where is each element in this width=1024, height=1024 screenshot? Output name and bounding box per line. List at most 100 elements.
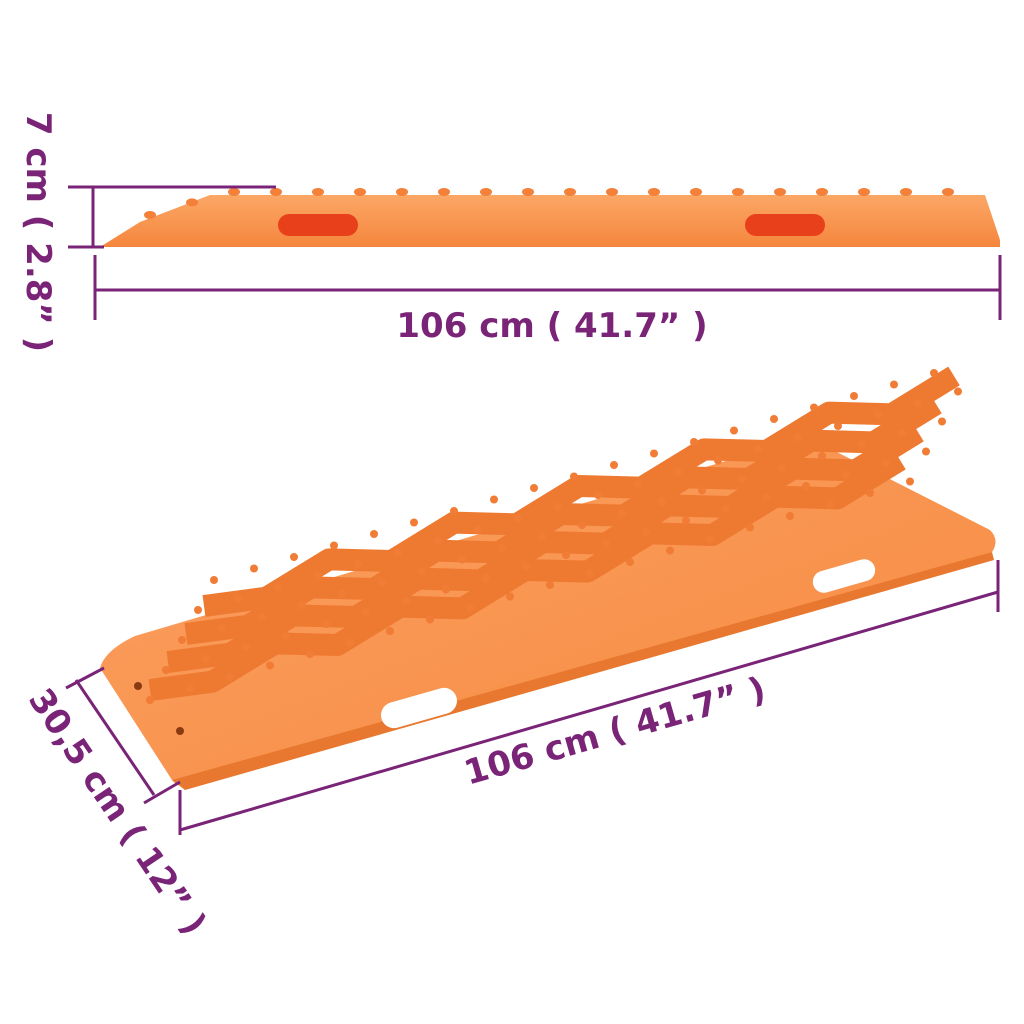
stud [562,551,570,559]
side-view-board [100,188,1000,247]
stud [942,188,954,196]
stud [690,438,698,446]
stud [194,606,202,614]
stud [738,475,746,483]
stud [666,546,674,555]
stud [906,477,914,486]
stud [698,486,706,495]
stud [938,417,946,426]
top-length-label: 106 cm ( 41.7” ) [396,306,707,346]
stud [162,666,170,674]
stud [714,456,722,465]
stud [578,521,586,529]
stud [786,512,794,520]
stud [826,500,834,509]
stud [258,613,266,621]
stud [474,525,482,534]
stud [900,188,912,196]
stud [298,601,306,610]
tread-channel [184,394,942,645]
stud [442,585,450,594]
stud [434,537,442,545]
stud [178,636,186,644]
stud [546,581,554,589]
stud [480,188,492,196]
stud [418,567,426,575]
stud [322,620,330,628]
stud [250,564,258,573]
stud [606,188,618,196]
stud [402,597,410,605]
stud [514,514,522,522]
stud [354,560,362,568]
stud [730,426,738,435]
stud [866,489,874,497]
stud [554,502,562,511]
stud [282,631,290,640]
stud [338,590,346,598]
stud [522,188,534,196]
stud [770,415,778,423]
stud [618,509,626,518]
tread-channel [202,366,960,617]
stud [882,459,890,467]
stud [426,615,434,624]
stud [386,627,394,635]
stud [794,433,802,442]
stud [274,583,282,591]
stud [450,507,458,515]
handle-hole-left [381,687,457,729]
stud [226,673,234,681]
stud [778,463,786,472]
board-studs [144,188,954,219]
stud [914,399,922,407]
stud [378,578,386,587]
stud [610,461,618,469]
stud [874,410,882,419]
perspective-board [100,366,996,790]
stud [234,594,242,603]
stud [290,553,298,561]
stud [270,188,282,196]
stud [312,188,324,196]
length-dimension-line-top [93,255,1002,320]
stud [482,574,490,582]
stud [816,188,828,196]
stud [674,468,682,476]
stud [306,650,314,658]
stud [506,592,514,601]
stud [594,491,602,499]
stud [930,369,938,377]
stud [810,403,818,412]
stud [498,544,506,552]
stud [586,569,594,578]
stud [394,548,402,557]
handle-hole-right [745,214,825,236]
stud [330,541,338,550]
stud [626,558,634,566]
board-studs [146,369,962,704]
stud [218,624,226,633]
tread-channel [166,422,924,673]
stud [682,516,690,525]
stud [858,188,870,196]
stud [202,654,210,663]
stud [754,445,762,453]
stud [890,380,898,389]
stud [228,188,240,196]
stud [564,188,576,196]
stud [774,188,786,196]
stud [602,539,610,548]
height-dimension-line [68,185,276,249]
stud [858,440,866,449]
stud [954,387,962,396]
stud [658,498,666,506]
stud [634,479,642,488]
stud [834,422,842,430]
stud [642,528,650,536]
stud [242,643,250,651]
stud [458,555,466,564]
stud [648,188,660,196]
handle-hole-left [278,214,358,236]
